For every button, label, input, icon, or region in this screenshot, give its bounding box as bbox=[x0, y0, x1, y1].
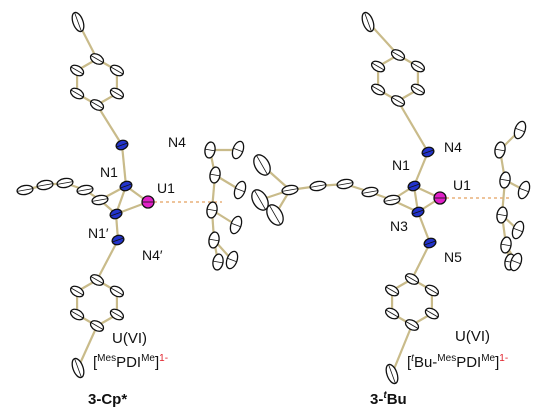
atom bbox=[16, 184, 33, 196]
atom bbox=[424, 283, 441, 298]
atom bbox=[89, 319, 106, 334]
atom bbox=[424, 306, 441, 321]
atom-label: N4 bbox=[444, 139, 462, 155]
atom-label: N1 bbox=[392, 157, 410, 173]
oxidation-state: U(VI) bbox=[455, 328, 490, 345]
atom bbox=[370, 59, 387, 74]
atom bbox=[410, 59, 427, 74]
atom bbox=[36, 179, 53, 191]
atom-label: N5 bbox=[444, 249, 462, 265]
atom bbox=[410, 82, 427, 97]
atom bbox=[494, 141, 507, 158]
atom bbox=[434, 192, 446, 204]
atom-label: N4 bbox=[168, 134, 186, 150]
bond bbox=[412, 243, 430, 279]
atom bbox=[512, 120, 528, 140]
atom-label: N1 bbox=[100, 164, 118, 180]
atom bbox=[69, 86, 86, 101]
atom bbox=[383, 194, 400, 206]
atom bbox=[89, 52, 106, 67]
atom bbox=[404, 272, 421, 287]
atom-label: N1′ bbox=[88, 225, 109, 241]
ligand-label: [tBu-MesPDIMe]1- bbox=[407, 353, 508, 371]
atom bbox=[206, 201, 219, 218]
atom bbox=[361, 186, 378, 198]
atom bbox=[209, 166, 222, 183]
atom bbox=[89, 98, 106, 113]
atom bbox=[390, 94, 407, 109]
atom bbox=[70, 11, 86, 33]
atom-label: U1 bbox=[157, 180, 175, 196]
atom bbox=[109, 307, 126, 322]
atom bbox=[423, 237, 437, 250]
atom bbox=[384, 283, 401, 298]
atom bbox=[309, 180, 326, 192]
atom bbox=[384, 363, 400, 385]
compound-name: 3-Cp* bbox=[88, 391, 127, 408]
bond bbox=[97, 105, 122, 145]
bond bbox=[97, 240, 118, 280]
atom bbox=[230, 140, 246, 160]
atom bbox=[510, 220, 526, 240]
atom bbox=[212, 253, 225, 270]
atom bbox=[89, 273, 106, 288]
atom bbox=[109, 86, 126, 101]
atom bbox=[111, 234, 125, 247]
compound-name: 3-tBu bbox=[370, 390, 407, 408]
atom bbox=[109, 284, 126, 299]
atom bbox=[516, 180, 532, 200]
atom-label: N4′ bbox=[142, 247, 163, 263]
atom bbox=[70, 357, 86, 379]
atom bbox=[232, 180, 248, 200]
atom bbox=[336, 178, 353, 190]
atom bbox=[360, 11, 376, 33]
bond bbox=[398, 101, 428, 152]
atom bbox=[384, 306, 401, 321]
atom bbox=[56, 177, 73, 189]
atom bbox=[499, 171, 512, 188]
ligand-label: [MesPDIMe]1- bbox=[93, 353, 168, 371]
atom bbox=[421, 146, 435, 159]
figure: N4 N1 U1 N1′ N4′ U(VI) [MesPDIMe]1- 3-Cp… bbox=[0, 0, 538, 411]
atom bbox=[69, 284, 86, 299]
atom bbox=[370, 82, 387, 97]
bond bbox=[122, 145, 126, 186]
atom bbox=[250, 152, 273, 178]
atom bbox=[115, 139, 129, 152]
atom bbox=[109, 63, 126, 78]
atom bbox=[69, 307, 86, 322]
atom-label: N3 bbox=[390, 218, 408, 234]
atom bbox=[404, 318, 421, 333]
atom-label: U1 bbox=[453, 177, 471, 193]
atom bbox=[69, 63, 86, 78]
atom bbox=[142, 196, 154, 208]
atom bbox=[204, 141, 217, 158]
oxidation-state: U(VI) bbox=[112, 330, 147, 347]
atom bbox=[496, 206, 509, 223]
atom bbox=[228, 215, 244, 235]
